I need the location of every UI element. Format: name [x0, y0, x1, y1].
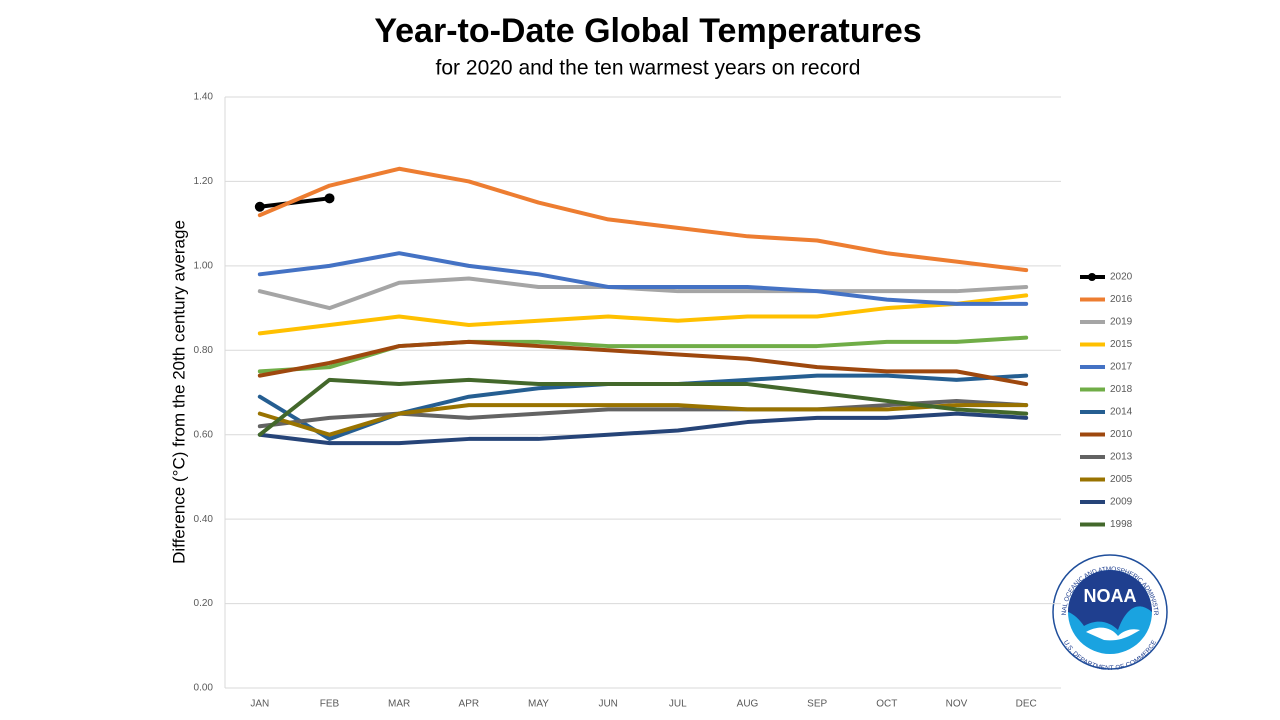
x-tick-label: SEP [807, 699, 827, 710]
series-marker [324, 193, 335, 204]
legend-label: 2017 [1110, 362, 1133, 373]
chart-title: Year-to-Date Global Temperatures [374, 12, 921, 50]
series-line [257, 377, 1029, 437]
series-line [257, 339, 1029, 387]
legend-label: 2020 [1110, 272, 1133, 283]
legend-label: 2010 [1110, 429, 1133, 440]
y-tick-label: 1.00 [194, 260, 214, 271]
x-tick-label: JUL [669, 699, 687, 710]
x-tick-label: APR [459, 699, 480, 710]
legend-label: 2013 [1110, 452, 1133, 463]
legend-label: 2015 [1110, 339, 1133, 350]
series-line [257, 276, 1029, 311]
x-tick-label: JUN [598, 699, 617, 710]
x-tick-label: JAN [250, 699, 269, 710]
legend-label: 1998 [1110, 519, 1133, 530]
x-tick-label: FEB [320, 699, 340, 710]
chart-subtitle: for 2020 and the ten warmest years on re… [436, 57, 861, 80]
legend-marker [1088, 273, 1096, 281]
logo-text: NOAA [1084, 586, 1137, 606]
legend-label: 2009 [1110, 497, 1133, 508]
y-tick-label: 0.40 [194, 514, 214, 525]
y-tick-label: 0.60 [194, 429, 214, 440]
series-line [257, 251, 1029, 306]
legend-label: 2014 [1110, 407, 1133, 418]
series-line [257, 166, 1029, 273]
series-line [257, 335, 1029, 374]
y-tick-label: 0.00 [194, 683, 214, 694]
series-line [257, 411, 1029, 446]
x-tick-label: DEC [1016, 699, 1037, 710]
legend-label: 2018 [1110, 384, 1133, 395]
x-tick-label: AUG [737, 699, 759, 710]
y-tick-label: 1.20 [194, 176, 214, 187]
series-marker [254, 201, 265, 212]
x-tick-label: MAY [528, 699, 549, 710]
series-line [257, 403, 1029, 437]
x-tick-label: MAR [388, 699, 410, 710]
logo-top [1068, 570, 1152, 630]
series-line [257, 293, 1029, 336]
legend-label: 2019 [1110, 317, 1133, 328]
series-line [257, 398, 1029, 429]
x-tick-label: OCT [876, 699, 897, 710]
x-tick-label: NOV [946, 699, 968, 710]
legend-label: 2005 [1110, 474, 1133, 485]
logo-gull [1086, 627, 1140, 641]
y-tick-label: 0.80 [194, 345, 214, 356]
y-axis-label: Difference (°C) from the 20th century av… [169, 220, 188, 564]
legend-label: 2016 [1110, 294, 1133, 305]
y-tick-label: 1.40 [194, 92, 214, 103]
y-tick-label: 0.20 [194, 598, 214, 609]
